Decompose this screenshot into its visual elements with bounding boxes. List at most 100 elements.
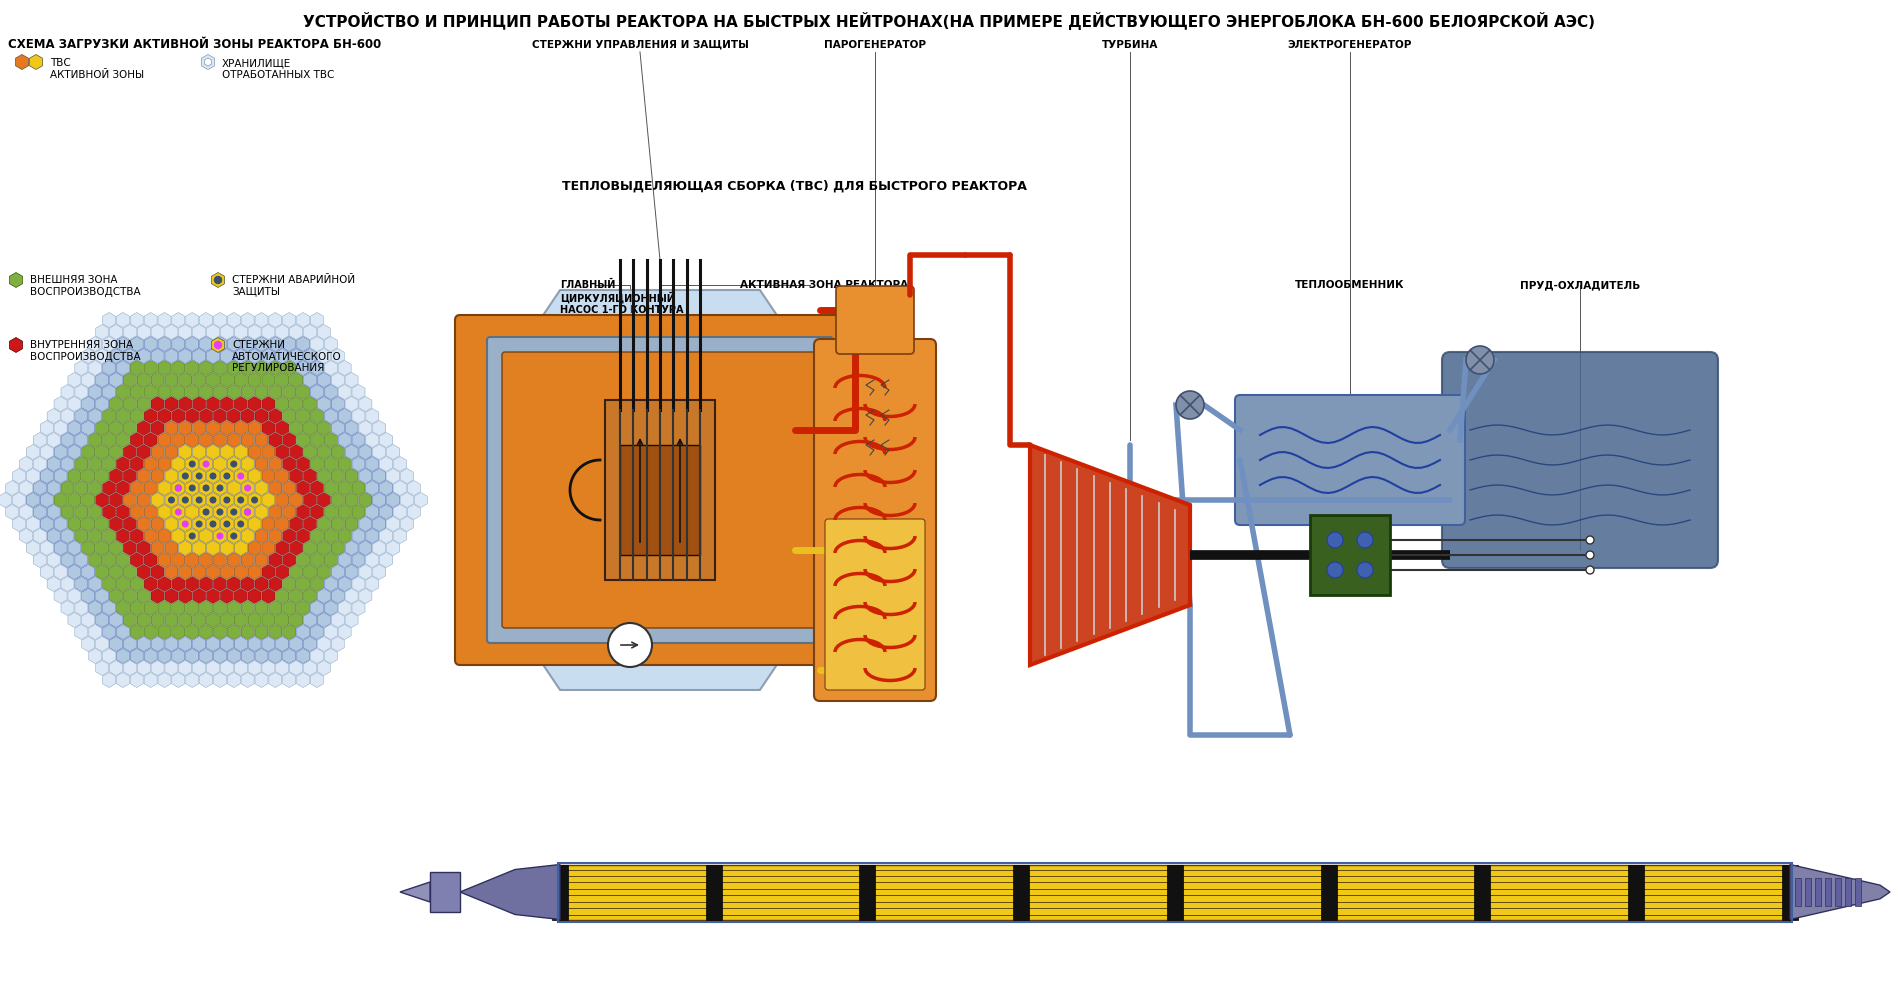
Polygon shape [325,360,338,376]
Polygon shape [311,384,323,400]
Polygon shape [387,468,400,484]
Polygon shape [102,480,116,496]
Polygon shape [270,360,283,376]
Polygon shape [186,552,199,568]
Polygon shape [249,324,262,340]
Polygon shape [144,576,158,592]
Polygon shape [220,324,233,340]
Polygon shape [220,612,233,628]
Polygon shape [296,672,309,688]
Polygon shape [351,432,364,448]
Polygon shape [95,660,108,676]
Polygon shape [144,624,158,640]
Polygon shape [311,552,323,568]
Polygon shape [304,492,317,508]
Polygon shape [325,384,338,400]
Polygon shape [95,516,108,532]
Polygon shape [275,324,288,340]
Polygon shape [366,552,380,568]
Polygon shape [330,516,344,532]
FancyBboxPatch shape [814,339,936,701]
Bar [621,445,700,555]
Polygon shape [110,588,123,604]
Polygon shape [95,396,108,412]
Polygon shape [400,492,414,508]
FancyBboxPatch shape [826,519,924,690]
Polygon shape [123,348,137,364]
Polygon shape [290,420,302,436]
Polygon shape [290,372,302,388]
Polygon shape [275,348,288,364]
Polygon shape [74,432,87,448]
Polygon shape [233,516,247,532]
Polygon shape [351,384,364,400]
Polygon shape [262,540,275,556]
Polygon shape [74,480,87,496]
Polygon shape [192,540,205,556]
Polygon shape [270,432,283,448]
Polygon shape [290,516,302,532]
Polygon shape [192,564,205,580]
Polygon shape [283,600,296,616]
Polygon shape [173,456,184,472]
Polygon shape [158,384,171,400]
Polygon shape [131,408,144,424]
Circle shape [245,509,251,515]
Polygon shape [102,672,116,688]
Polygon shape [110,372,123,388]
Polygon shape [89,528,102,544]
FancyBboxPatch shape [1442,352,1718,568]
Polygon shape [290,612,302,628]
Polygon shape [254,672,268,688]
Polygon shape [526,290,795,690]
Polygon shape [186,600,199,616]
Polygon shape [241,384,254,400]
Text: ТЕПЛОВЫДЕЛЯЮЩАЯ СБОРКА (ТВС) ДЛЯ БЫСТРОГО РЕАКТОРА: ТЕПЛОВЫДЕЛЯЮЩАЯ СБОРКА (ТВС) ДЛЯ БЫСТРОГ… [562,180,1027,193]
Polygon shape [345,468,359,484]
Polygon shape [330,492,344,508]
Polygon shape [317,324,330,340]
Polygon shape [283,432,296,448]
FancyBboxPatch shape [456,315,865,665]
Polygon shape [13,516,25,532]
Polygon shape [296,576,309,592]
Circle shape [182,521,188,527]
Text: ЭЛЕКТРОГЕНЕРАТОР: ЭЛЕКТРОГЕНЕРАТОР [1289,40,1412,50]
Polygon shape [254,456,268,472]
Polygon shape [27,540,40,556]
Polygon shape [241,576,254,592]
Polygon shape [317,540,330,556]
Polygon shape [192,468,205,484]
Polygon shape [178,468,192,484]
Polygon shape [270,384,283,400]
Polygon shape [366,480,380,496]
Polygon shape [47,408,61,424]
Polygon shape [165,588,178,604]
Polygon shape [207,588,220,604]
Polygon shape [173,360,184,376]
Polygon shape [192,660,205,676]
Polygon shape [68,516,82,532]
Circle shape [182,473,188,479]
Polygon shape [338,504,351,520]
Polygon shape [220,396,233,412]
Polygon shape [213,648,226,664]
Circle shape [1465,346,1494,374]
Polygon shape [74,504,87,520]
Polygon shape [165,564,178,580]
Text: АКТИВНАЯ ЗОНА РЕАКТОРА: АКТИВНАЯ ЗОНА РЕАКТОРА [740,280,907,290]
Polygon shape [137,516,150,532]
Polygon shape [262,564,275,580]
Polygon shape [34,528,46,544]
Polygon shape [275,444,288,460]
Polygon shape [201,54,214,70]
Polygon shape [304,348,317,364]
Polygon shape [213,312,226,328]
Polygon shape [304,372,317,388]
Polygon shape [61,480,74,496]
Polygon shape [165,324,178,340]
Polygon shape [82,588,95,604]
Circle shape [203,485,209,491]
Polygon shape [211,338,224,353]
Polygon shape [220,516,233,532]
